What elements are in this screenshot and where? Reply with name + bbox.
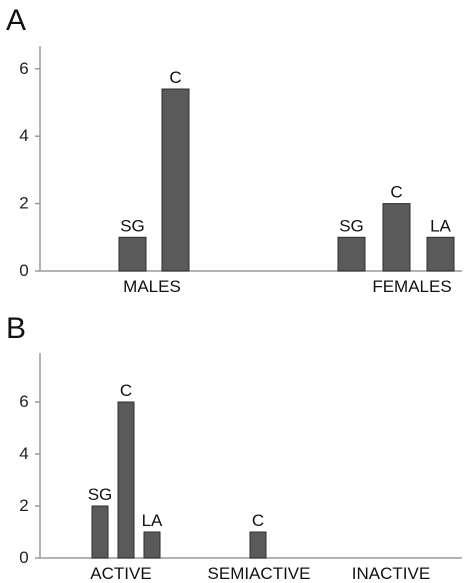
panel-letter-b: B	[6, 312, 26, 345]
category-label-b-semiactive: SEMIACTIVE	[208, 564, 311, 583]
bar-a-males-c	[161, 88, 190, 272]
bar-label-a-sg: SG	[339, 216, 364, 235]
bar-label-a-sg: SG	[120, 216, 145, 235]
chart-panel-a: 0 2 4 6 SG C SG C LA MALES FEMALES	[19, 46, 462, 296]
bar-b-active-sg	[91, 505, 109, 559]
y-tick-label-b: 6	[19, 392, 28, 411]
bar-a-females-c	[382, 203, 411, 272]
bar-label-b-c: C	[120, 381, 132, 400]
chart-panel-b: 0 2 4 6 SG C LA C ACTIVE SEMIACTIVE INACTIVE	[19, 353, 462, 583]
bar-b-active-c	[117, 401, 135, 559]
y-tick-label-b: 0	[19, 548, 28, 567]
bar-label-b-c: C	[252, 511, 264, 530]
bar-b-semiactive-c	[249, 531, 267, 559]
bar-a-males-sg	[118, 236, 147, 272]
y-tick-label-a: 4	[19, 126, 28, 145]
y-tick-label-b: 4	[19, 444, 28, 463]
bar-label-a-la: LA	[430, 216, 451, 235]
bar-label-a-c: C	[169, 68, 181, 87]
category-label-b-inactive: INACTIVE	[352, 564, 430, 583]
category-label-a-males: MALES	[123, 277, 181, 296]
bar-a-females-la	[426, 236, 455, 272]
bar-b-active-la	[143, 531, 161, 559]
panel-letter-a: A	[6, 4, 26, 37]
bar-label-b-sg: SG	[88, 485, 113, 504]
bar-label-a-c: C	[390, 183, 402, 202]
bar-label-b-la: LA	[142, 511, 163, 530]
y-tick-label-a: 0	[19, 261, 28, 280]
y-tick-label-a: 6	[19, 59, 28, 78]
category-label-b-active: ACTIVE	[90, 564, 151, 583]
y-tick-label-a: 2	[19, 194, 28, 213]
category-label-a-females: FEMALES	[372, 277, 451, 296]
y-tick-label-b: 2	[19, 496, 28, 515]
bar-a-females-sg	[337, 236, 366, 272]
